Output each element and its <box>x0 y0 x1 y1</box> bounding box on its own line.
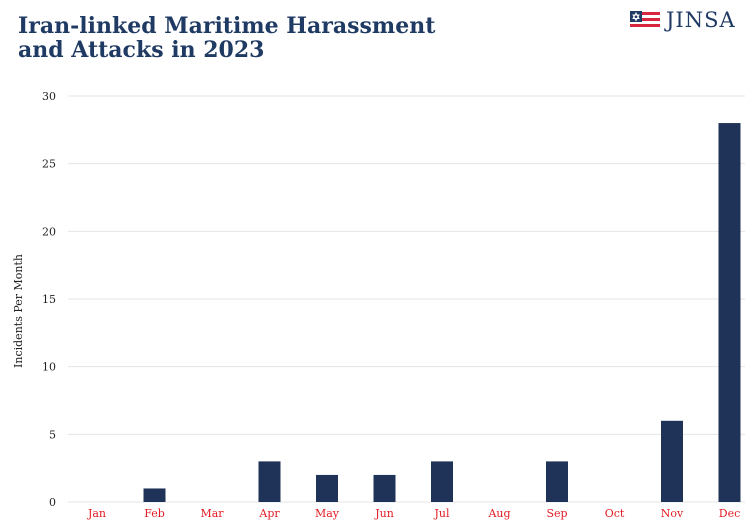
y-axis-title: Incidents Per Month <box>12 254 25 368</box>
x-category-label: May <box>315 507 340 520</box>
x-category-label: Jun <box>374 507 394 520</box>
x-category-label: Jul <box>433 507 449 520</box>
bar-nov <box>661 420 683 502</box>
y-tick-label: 15 <box>42 293 56 306</box>
flag-star-icon <box>630 11 660 29</box>
bar-jun <box>373 474 396 502</box>
bar-feb <box>143 488 166 502</box>
x-category-label: Nov <box>661 507 684 520</box>
bars <box>143 123 741 503</box>
chart-title: Iran-linked Maritime Harassment and Atta… <box>18 14 538 62</box>
chart-title-line-2: and Attacks in 2023 <box>18 37 265 63</box>
y-axis-ticks: 0 5 10 15 20 25 30 <box>42 90 56 509</box>
x-category-label: Dec <box>719 507 741 520</box>
y-tick-label: 5 <box>49 428 56 441</box>
y-tick-label: 25 <box>42 158 56 171</box>
bar-sep <box>546 461 568 502</box>
x-axis-categories: Jan Feb Mar Apr May Jun Jul Aug Sep Oct Nov Dec <box>87 507 740 520</box>
chart-title-line-1: Iran-linked Maritime Harassment <box>18 13 436 39</box>
bar-jul <box>431 461 453 502</box>
x-category-label: Feb <box>144 507 165 520</box>
x-category-label: Sep <box>546 507 567 520</box>
bar-apr <box>258 461 281 502</box>
y-tick-label: 30 <box>42 90 56 103</box>
bar-dec <box>718 123 741 503</box>
x-category-label: Oct <box>605 507 625 520</box>
jinsa-logo: JINSA <box>630 8 736 32</box>
x-category-label: Apr <box>258 507 280 520</box>
grid-lines <box>68 95 745 503</box>
logo-text: JINSA <box>666 8 736 32</box>
x-category-label: Mar <box>200 507 224 520</box>
x-category-label: Aug <box>487 507 510 520</box>
y-tick-label: 0 <box>49 496 56 509</box>
y-tick-label: 10 <box>42 361 56 374</box>
bar-may <box>316 474 338 502</box>
x-category-label: Jan <box>87 507 106 520</box>
y-tick-label: 20 <box>42 225 56 238</box>
